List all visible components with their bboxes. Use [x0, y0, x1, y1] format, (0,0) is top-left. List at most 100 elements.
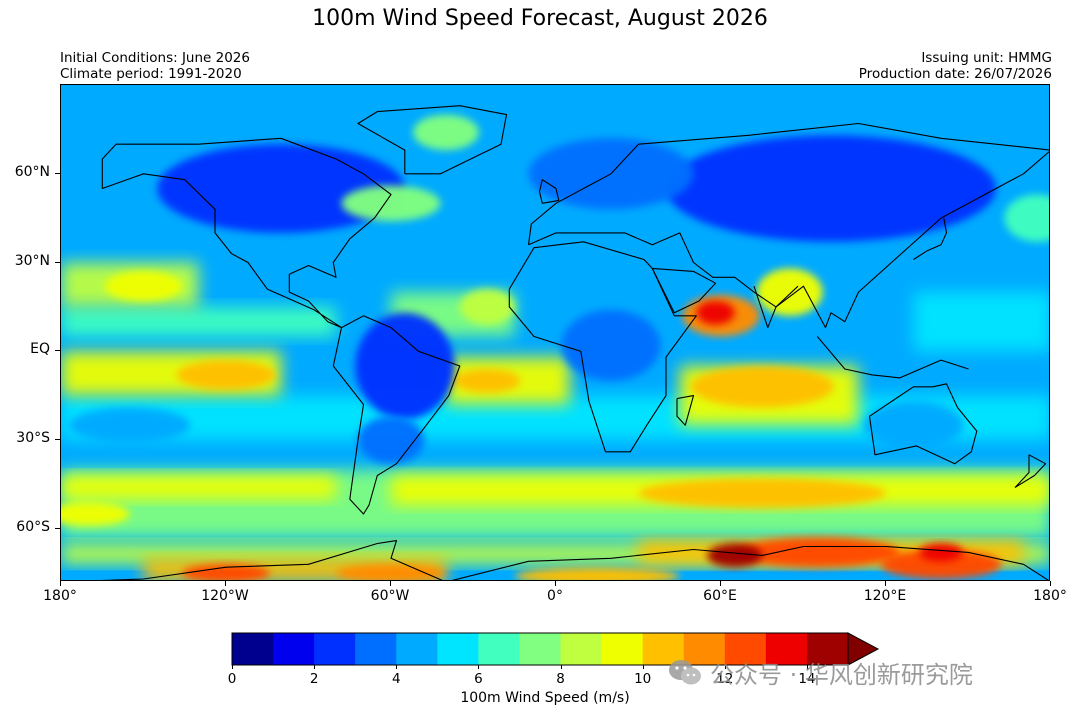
wind-feature: [454, 369, 521, 393]
wind-feature: [341, 185, 441, 222]
colorbar-tick: [806, 665, 808, 669]
latitude-tick: [55, 527, 60, 529]
latitude-label: 30°S: [16, 430, 50, 446]
colorbar-cell: [765, 633, 808, 665]
africa-coastline: [508, 241, 697, 453]
colorbar-cell: [232, 633, 274, 665]
colorbar-tick-label: 14: [798, 671, 816, 687]
wind-feature: [880, 549, 1002, 580]
longitude-tick: [720, 581, 721, 586]
colorbar-tick-label: 6: [474, 671, 483, 687]
colorbar-tick-label: 0: [227, 671, 237, 687]
colorbar-tick-label: 4: [391, 671, 401, 687]
wind-feature: [69, 407, 191, 443]
arabia-coastline: [651, 267, 717, 314]
wind-feature: [666, 135, 996, 242]
wind-feature: [919, 543, 963, 562]
production-date-text: Production date: 26/07/2026: [858, 66, 1052, 82]
colorbar-cell: [560, 633, 603, 665]
wind-feature: [105, 271, 182, 301]
longitude-label: 60°W: [370, 588, 410, 604]
climate-period-text: Climate period: 1991-2020: [60, 66, 242, 82]
north-america-coastline: [101, 137, 392, 329]
wind-feature: [756, 268, 823, 316]
britain-coastline: [538, 179, 560, 204]
colorbar-cell: [437, 633, 479, 665]
colorbar-cell: [601, 633, 644, 665]
wind-field-layer: [61, 85, 1049, 580]
colorbar-tick: [232, 665, 233, 669]
watermark-text: 公众号 · 华风创新研究院: [710, 661, 973, 689]
wind-feature: [459, 289, 515, 325]
wind-speed-map-canvas: [61, 85, 1049, 580]
colorbar-cell: [396, 633, 438, 665]
colorbar-cell: [273, 633, 315, 665]
wind-feature: [707, 543, 763, 568]
colorbar-tick-label: 2: [309, 671, 319, 687]
longitude-tick: [885, 581, 886, 586]
longitude-tick: [225, 581, 226, 586]
longitude-tick: [555, 581, 556, 586]
wind-feature: [864, 401, 963, 449]
wind-band: [61, 306, 336, 337]
initial-conditions-text: Initial Conditions: June 2026: [60, 50, 250, 66]
colorbar-tick: [724, 665, 726, 669]
colorbar-cell: [314, 633, 356, 665]
colorbar-tick: [560, 665, 562, 669]
longitude-label: 180°: [1033, 588, 1067, 604]
initial-conditions-info: Initial Conditions: June 2026 Climate pe…: [60, 50, 250, 82]
wind-feature: [61, 502, 130, 526]
latitude-tick: [55, 439, 60, 440]
longitude-tick: [1050, 581, 1051, 586]
south-america-coastline: [332, 315, 461, 515]
new-zealand-coastline: [1014, 454, 1047, 488]
wind-feature: [358, 416, 424, 464]
colorbar-tick: [478, 665, 480, 669]
wind-feature: [413, 114, 479, 151]
colorbar-cell: [683, 633, 726, 665]
colorbar-cell: [519, 633, 562, 665]
wind-feature: [734, 537, 900, 568]
wind-feature: [355, 312, 455, 420]
longitude-label: 180°: [43, 588, 77, 604]
latitude-tick: [55, 172, 60, 174]
japan-coastline: [913, 218, 948, 260]
colorbar-title: 100m Wind Speed (m/s): [460, 690, 630, 706]
wind-feature: [176, 360, 276, 390]
wind-feature: [157, 144, 405, 233]
colorbar-tick: [314, 665, 316, 669]
colorbar-outline: [231, 632, 849, 666]
wind-feature: [336, 564, 446, 580]
wind-band: [61, 85, 1049, 121]
colorbar-tick-label: 12: [716, 671, 734, 687]
longitude-label: 120°E: [863, 588, 907, 604]
coastline-layer: [100, 105, 1049, 580]
india-coastline: [753, 285, 799, 329]
colorbar: [231, 632, 880, 666]
latitude-label: 60°N: [14, 163, 50, 180]
wind-band: [61, 475, 336, 500]
wind-feature: [182, 564, 270, 580]
latitude-label: 30°N: [14, 252, 50, 269]
longitude-label: 120°W: [201, 588, 249, 604]
colorbar-tick: [396, 665, 398, 669]
latitude-label: 60°S: [16, 518, 50, 535]
colorbar-cell: [724, 633, 767, 665]
wind-band: [913, 292, 1049, 352]
issuing-info: Issuing unit: HMMG Production date: 26/0…: [859, 50, 1052, 82]
antarctica-coastline: [100, 540, 1049, 580]
wind-speed-map: [60, 84, 1050, 581]
greenland-coastline: [357, 105, 508, 175]
wind-feature: [561, 309, 661, 381]
longitude-label: 60°E: [703, 588, 737, 604]
latitude-label: EQ: [30, 341, 50, 358]
wechat-icon: [669, 659, 701, 684]
australia-coastline: [868, 383, 978, 465]
eurasia-coastline: [527, 122, 1049, 329]
colorbar-tick-label: 8: [556, 671, 565, 687]
colorbar-cell: [806, 633, 849, 665]
colorbar-cells: [231, 632, 880, 666]
wind-feature: [696, 300, 735, 325]
longitude-tick: [60, 581, 61, 586]
colorbar-tick: [642, 665, 644, 669]
